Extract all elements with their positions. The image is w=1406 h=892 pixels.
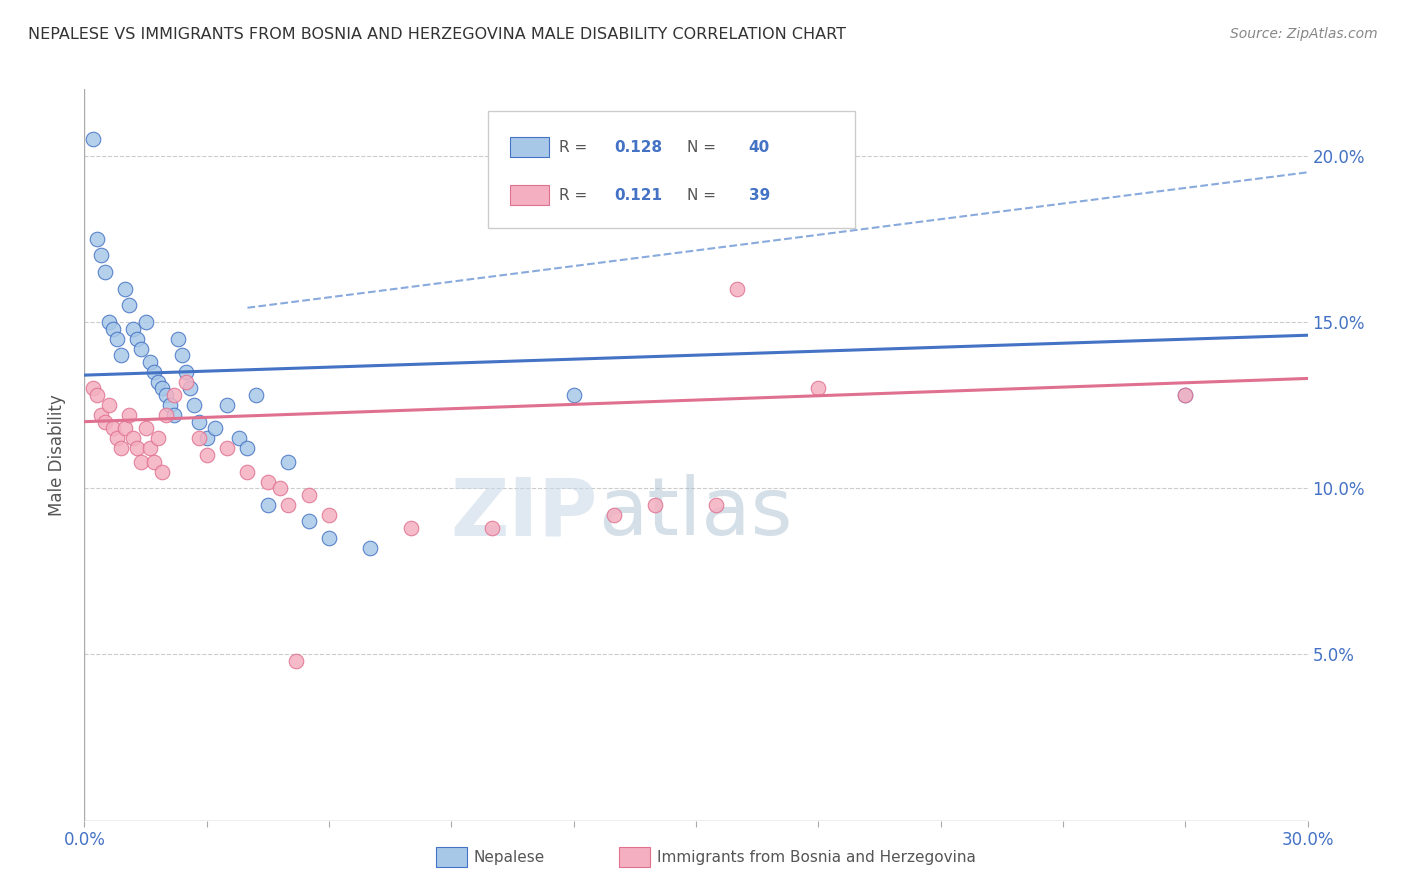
Point [105,332,128,346]
Point [217,442,239,456]
Point [285,654,308,668]
Point [195,448,218,462]
Text: ZIP: ZIP [451,475,598,552]
Point [236,442,259,456]
Point [228,431,250,445]
Text: atlas: atlas [598,475,793,552]
Point [131,454,153,468]
Text: Source: ZipAtlas.com: Source: ZipAtlas.com [1230,27,1378,41]
Point [118,298,141,312]
Point [298,488,321,502]
Point [93,265,115,279]
Point [318,531,340,545]
Bar [510,185,550,205]
Point [90,408,112,422]
FancyBboxPatch shape [488,112,855,228]
Point [101,421,124,435]
Text: Nepalese: Nepalese [474,850,546,864]
Point [146,431,169,445]
Point [217,398,239,412]
Point [127,442,149,456]
Point [135,421,157,435]
Point [159,398,181,412]
Point [277,498,299,512]
Point [138,355,160,369]
Point [481,521,503,535]
Point [236,465,259,479]
Point [131,342,153,356]
Text: Immigrants from Bosnia and Herzegovina: Immigrants from Bosnia and Herzegovina [657,850,976,864]
Point [101,321,124,335]
Point [93,415,115,429]
Point [142,365,165,379]
Point [807,381,830,395]
Point [155,408,177,422]
Point [1174,388,1197,402]
Point [257,498,280,512]
Text: N =: N = [688,187,721,202]
Point [183,398,205,412]
Point [163,408,186,422]
Text: R =: R = [560,187,592,202]
Y-axis label: Male Disability: Male Disability [48,394,66,516]
Point [174,375,197,389]
Point [644,498,666,512]
Point [86,232,108,246]
Point [1174,388,1197,402]
Point [359,541,381,555]
Point [110,442,132,456]
Point [82,381,104,395]
Point [150,381,173,395]
Point [277,454,299,468]
Point [706,498,728,512]
Point [163,388,186,402]
Point [155,388,177,402]
Text: 40: 40 [748,140,770,154]
Bar [510,136,550,157]
Point [138,442,160,456]
Point [86,388,108,402]
Point [146,375,169,389]
Point [204,421,226,435]
Point [603,508,626,522]
Point [187,415,209,429]
Point [122,431,145,445]
Point [725,282,748,296]
Text: NEPALESE VS IMMIGRANTS FROM BOSNIA AND HERZEGOVINA MALE DISABILITY CORRELATION C: NEPALESE VS IMMIGRANTS FROM BOSNIA AND H… [28,27,846,42]
Point [298,515,321,529]
Point [118,408,141,422]
Point [172,348,194,362]
Point [114,282,136,296]
Point [110,348,132,362]
Point [245,388,267,402]
Point [174,365,197,379]
Point [105,431,128,445]
Point [150,465,173,479]
Point [195,431,218,445]
Point [122,321,145,335]
Point [114,421,136,435]
Text: N =: N = [688,140,721,154]
Point [179,381,201,395]
Point [97,315,120,329]
Point [562,388,585,402]
Point [142,454,165,468]
Point [82,132,104,146]
Point [187,431,209,445]
Point [167,332,190,346]
Point [97,398,120,412]
Text: 0.128: 0.128 [614,140,662,154]
Point [135,315,157,329]
Point [90,248,112,262]
Point [127,332,149,346]
Point [269,481,291,495]
Point [318,508,340,522]
Point [399,521,422,535]
Point [257,475,280,489]
Text: 0.121: 0.121 [614,187,662,202]
Text: 39: 39 [748,187,770,202]
Text: R =: R = [560,140,592,154]
